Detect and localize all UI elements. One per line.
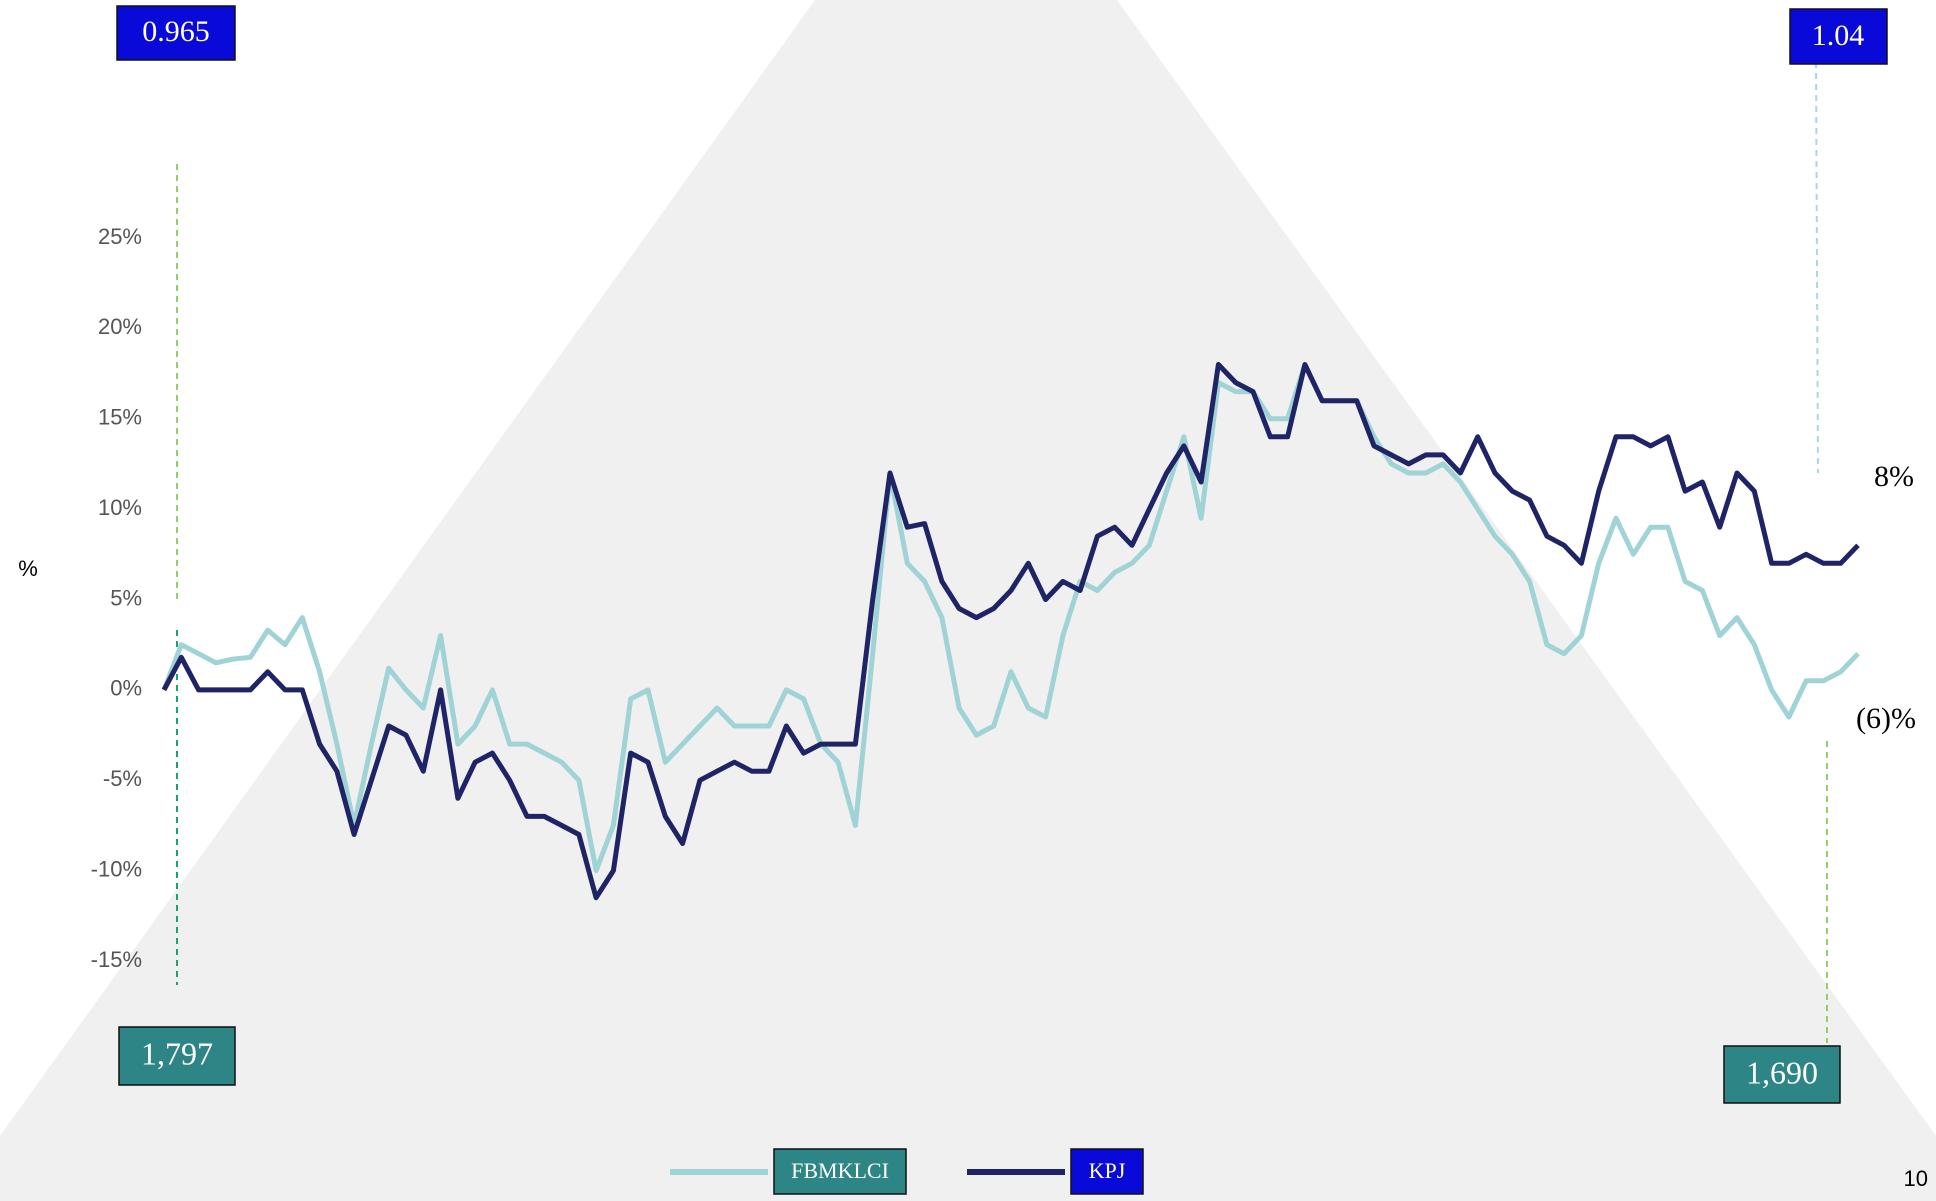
annotation-box xyxy=(118,1026,236,1086)
annotation: 8% xyxy=(1874,460,1914,493)
y-tick-label: 20% xyxy=(98,314,142,339)
plot-area: 25% 20% 15% 10% 5% 0% -5% -10% -15% xyxy=(91,224,1860,972)
legend-box xyxy=(773,1148,907,1195)
page-number: 10 xyxy=(1904,1166,1928,1191)
y-tick-label: -15% xyxy=(91,947,142,972)
y-tick-label: -5% xyxy=(103,766,142,791)
annotation: 1.04 xyxy=(1812,19,1865,52)
legend-label: FBMKLCI xyxy=(791,1158,889,1183)
y-tick-label: 10% xyxy=(98,495,142,520)
series-line xyxy=(161,362,1860,901)
annotation: (6)% xyxy=(1856,702,1916,735)
annotation: 1,690 xyxy=(1746,1054,1818,1090)
annotation-box xyxy=(116,5,236,61)
annotation-box xyxy=(1723,1045,1841,1104)
annotation: 0.965 xyxy=(142,15,210,48)
legend-label: KPJ xyxy=(1089,1158,1126,1183)
y-tick-label: 5% xyxy=(110,585,142,610)
legend-box xyxy=(1070,1148,1144,1195)
legend: FBMKLCI KPJ xyxy=(670,1148,1144,1195)
y-tick-label: 25% xyxy=(98,224,142,249)
y-tick-label: 0% xyxy=(110,676,142,701)
annotation-box xyxy=(1789,8,1888,65)
y-axis-label: % xyxy=(18,556,38,581)
series-line xyxy=(161,362,1860,874)
y-tick-label: -10% xyxy=(91,856,142,881)
annotation: 1,797 xyxy=(141,1035,213,1071)
y-tick-label: 15% xyxy=(98,405,142,430)
guide-line xyxy=(1815,61,1819,474)
